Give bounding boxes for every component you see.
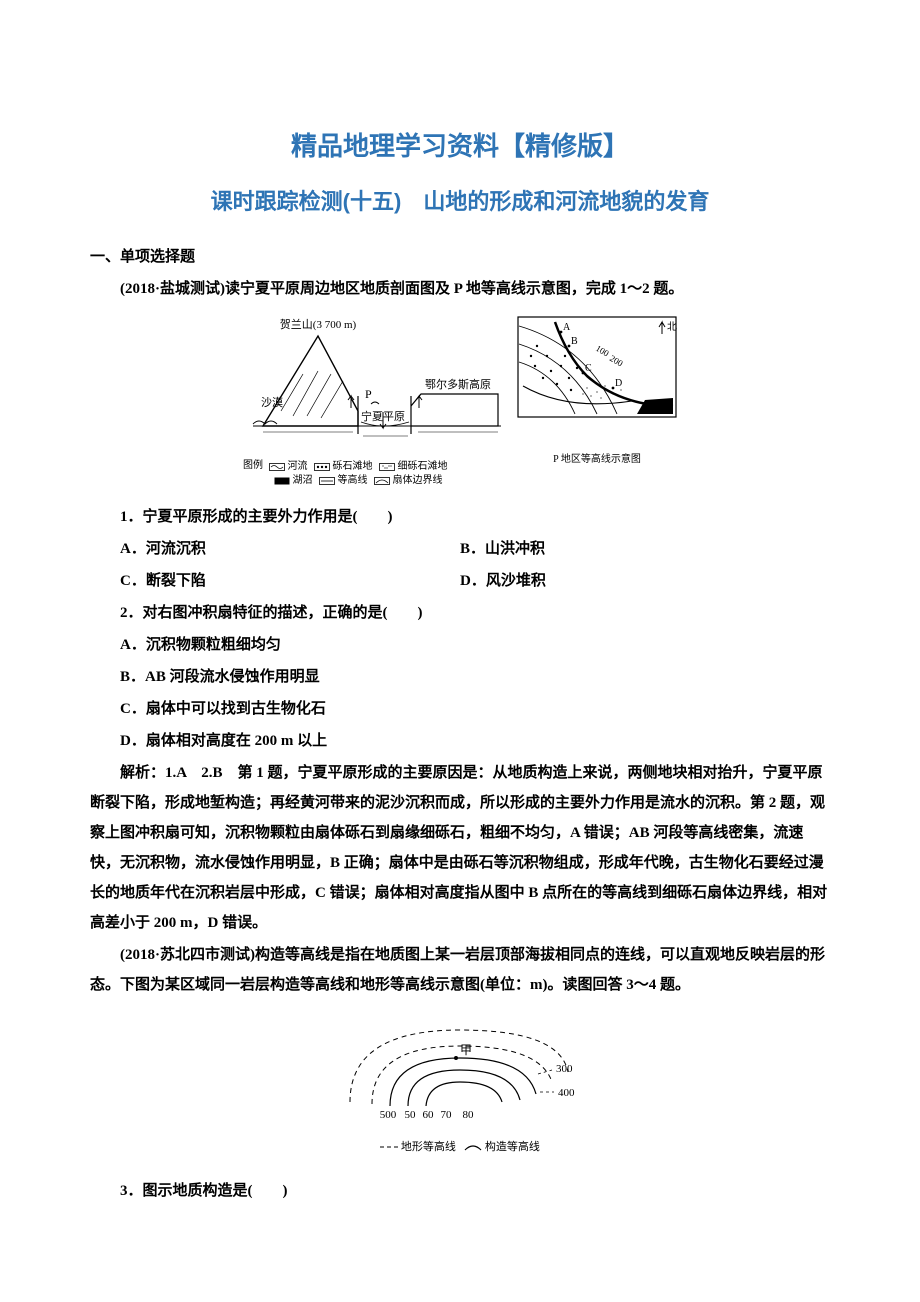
section-heading: 一、单项选择题: [90, 242, 830, 272]
q2-option-d: D．扇体相对高度在 200 m 以上: [90, 726, 830, 756]
intro-paragraph-2: (2018·苏北四市测试)构造等高线是指在地质图上某一岩层顶部海拔相同点的连线，…: [90, 940, 830, 1000]
q2-option-c: C．扇体中可以找到古生物化石: [90, 694, 830, 724]
val-300: 300: [556, 1063, 573, 1075]
q1-options-ab: A．河流沉积 B．山洪冲积: [90, 534, 830, 564]
legend-dashed: 地形等高线: [401, 1141, 456, 1153]
legend-contour: 等高线: [338, 475, 368, 486]
cross-section-diagram: 贺兰山(3 700 m) 沙漠 P: [243, 316, 503, 488]
val-400: 400: [558, 1087, 575, 1099]
plain-label: 宁夏平原: [361, 409, 405, 423]
contour-caption: P 地区等高线示意图: [517, 450, 677, 470]
point-c: C: [585, 363, 592, 374]
contour-value-200: 200: [608, 353, 625, 369]
val-70: 70: [441, 1109, 453, 1121]
legend-prefix: 图例: [243, 460, 263, 471]
legend-lake: 湖沼: [293, 475, 313, 486]
peak-label: 贺兰山(3 700 m): [280, 318, 357, 331]
val-500: 500: [380, 1109, 397, 1121]
point-a: A: [563, 322, 571, 333]
north-label: 北: [667, 321, 677, 333]
explanation-1: 解析：1.A 2.B 第 1 题，宁夏平原形成的主要原因是：从地质构造上来说，两…: [90, 758, 830, 938]
q2-stem: 2．对右图冲积扇特征的描述，正确的是( ): [90, 598, 830, 628]
q2-option-a: A．沉积物颗粒粗细均匀: [90, 630, 830, 660]
point-jia: 甲: [460, 1043, 472, 1057]
point-d: D: [615, 378, 622, 389]
figure-2: 甲 300 400 500 50 60 70 80 地形等高线 构造等高线: [90, 1012, 830, 1162]
plateau-label: 鄂尔多斯高原: [425, 377, 491, 391]
val-50: 50: [405, 1109, 417, 1121]
val-60: 60: [423, 1109, 435, 1121]
sub-title: 课时跟踪检测(十五) 山地的形成和河流地貌的发育: [90, 180, 830, 224]
legend-solid: 构造等高线: [485, 1141, 540, 1153]
figure-1: 贺兰山(3 700 m) 沙漠 P: [90, 316, 830, 488]
point-b: B: [571, 336, 578, 347]
q1-option-c: C．断裂下陷: [90, 566, 460, 596]
figure-2-legend: 地形等高线 构造等高线: [330, 1136, 590, 1158]
q1-stem: 1．宁夏平原形成的主要外力作用是( ): [90, 502, 830, 532]
main-title: 精品地理学习资料【精修版】: [90, 120, 830, 172]
q1-option-b: B．山洪冲积: [460, 534, 830, 564]
desert-label: 沙漠: [261, 396, 283, 409]
val-80: 80: [463, 1109, 475, 1121]
q2-option-b: B．AB 河段流水侵蚀作用明显: [90, 662, 830, 692]
q1-option-d: D．风沙堆积: [460, 566, 830, 596]
q1-option-a: A．河流沉积: [90, 534, 460, 564]
legend-gravel: 砾石滩地: [333, 461, 373, 472]
legend-fan-boundary: 扇体边界线: [393, 475, 443, 486]
q1-options-cd: C．断裂下陷 D．风沙堆积: [90, 566, 830, 596]
intro-paragraph-1: (2018·盐城测试)读宁夏平原周边地区地质剖面图及 P 地等高线示意图，完成 …: [90, 274, 830, 304]
p-label: P: [365, 387, 372, 401]
legend-river: 河流: [288, 461, 308, 472]
legend-fine-gravel: 细砾石滩地: [398, 461, 448, 472]
contour-map-diagram: 北 100 200: [517, 316, 677, 470]
contour-value-100: 100: [594, 343, 611, 359]
q3-stem: 3．图示地质构造是( ): [90, 1176, 830, 1206]
figure-legend: 图例 河流 砾石滩地 细砾石滩地 湖沼 等高线: [243, 460, 503, 488]
